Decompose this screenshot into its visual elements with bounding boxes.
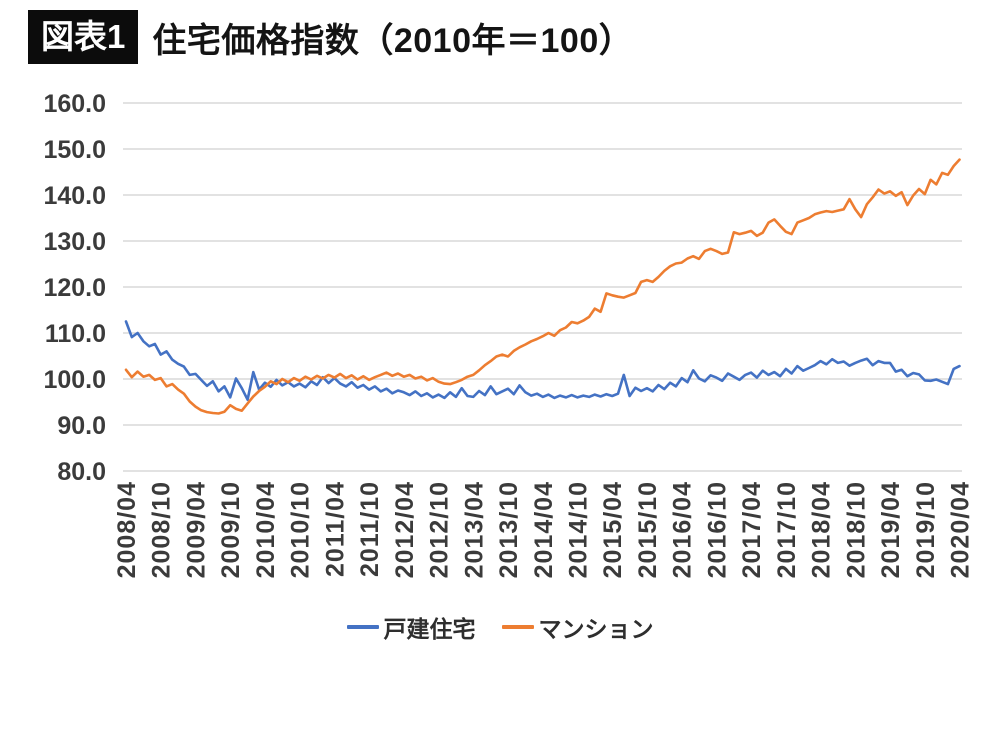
x-axis-tick-label: 2013/04 <box>460 481 488 578</box>
figure-number-badge: 図表1 <box>28 10 139 64</box>
y-axis-tick-label: 90.0 <box>57 412 106 440</box>
series-line-mansion <box>124 158 961 415</box>
x-axis-tick-label: 2011/10 <box>356 481 384 577</box>
x-axis-tick-label: 2017/04 <box>738 481 766 578</box>
legend-line-sample-orange <box>501 625 534 629</box>
x-axis-tick-label: 2009/04 <box>183 481 211 578</box>
chart-legend: 戸建住宅 マンション <box>0 610 1000 644</box>
x-axis-tick-label: 2020/04 <box>947 481 975 578</box>
y-axis-tick-label: 120.0 <box>43 274 106 302</box>
x-axis-tick-label: 2010/10 <box>287 481 315 578</box>
y-axis-tick-label: 140.0 <box>43 182 106 210</box>
legend-item-detached-house: 戸建住宅 <box>346 610 476 644</box>
line-chart: 160.0 150.0 140.0 130.0 120.0 110.0 100.0 90.0 8… <box>43 90 975 578</box>
y-axis-tick-label: 130.0 <box>43 228 106 256</box>
y-axis-tick-label: 80.0 <box>57 458 106 486</box>
x-axis-tick-label: 2017/10 <box>773 481 801 578</box>
x-axis-tick-label: 2013/10 <box>495 481 523 578</box>
x-axis-tick-label: 2018/10 <box>842 481 870 578</box>
x-axis-tick-label: 2014/10 <box>565 481 593 578</box>
x-axis-tick-label: 2019/10 <box>912 481 940 578</box>
x-axis-tick-label: 2008/10 <box>148 481 176 578</box>
x-axis-tick-label: 2019/04 <box>877 481 905 578</box>
x-axis-tick-label: 2015/10 <box>634 481 662 578</box>
x-axis-tick-label: 2014/04 <box>530 481 558 578</box>
x-axis-tick-label: 2012/10 <box>426 481 454 578</box>
y-axis-tick-label: 100.0 <box>43 366 106 394</box>
x-axis-tick-label: 2018/04 <box>808 481 836 578</box>
legend-label-mansion: マンション <box>538 616 654 642</box>
x-axis-tick-label: 2010/04 <box>252 481 280 578</box>
y-axis-tick-label: 110.0 <box>45 320 106 348</box>
series-line-detached <box>124 320 961 402</box>
x-axis-tick-label: 2008/04 <box>113 481 141 578</box>
legend-line-sample-blue <box>346 625 379 629</box>
x-axis-tick-label: 2009/10 <box>217 481 245 578</box>
x-axis-tick-label: 2011/04 <box>321 481 349 577</box>
legend-item-mansion: マンション <box>501 610 654 644</box>
x-axis-tick-label: 2015/04 <box>599 481 627 578</box>
x-axis-tick-label: 2016/04 <box>669 481 697 578</box>
chart-title: 住宅価格指数（2010年＝100） <box>152 21 634 60</box>
legend-label-detached-house: 戸建住宅 <box>383 616 476 642</box>
y-axis-tick-label: 160.0 <box>43 90 106 118</box>
x-axis-tick-label: 2012/04 <box>391 481 419 578</box>
y-axis-tick-label: 150.0 <box>43 136 106 164</box>
chart-header: 図表1 住宅価格指数（2010年＝100） <box>28 10 633 64</box>
x-axis-tick-label: 2016/10 <box>703 481 731 578</box>
